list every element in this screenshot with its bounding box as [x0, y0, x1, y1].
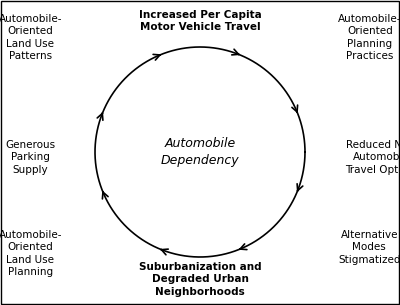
Text: Increased Per Capita
Motor Vehicle Travel: Increased Per Capita Motor Vehicle Trave…	[139, 10, 261, 32]
Text: Automobile
Dependency: Automobile Dependency	[161, 137, 239, 167]
Text: Generous
Parking
Supply: Generous Parking Supply	[5, 140, 55, 175]
Text: Reduced Non-
Automobile
Travel Options: Reduced Non- Automobile Travel Options	[345, 140, 400, 175]
Text: Suburbanization and
Degraded Urban
Neighborhoods: Suburbanization and Degraded Urban Neigh…	[139, 262, 261, 297]
Text: Automobile-
Oriented
Land Use
Patterns: Automobile- Oriented Land Use Patterns	[0, 14, 62, 61]
Text: Automobile-
Oriented
Planning
Practices: Automobile- Oriented Planning Practices	[338, 14, 400, 61]
Text: Automobile-
Oriented
Land Use
Planning: Automobile- Oriented Land Use Planning	[0, 230, 62, 277]
Text: Alternative
Modes
Stigmatized: Alternative Modes Stigmatized	[338, 230, 400, 265]
